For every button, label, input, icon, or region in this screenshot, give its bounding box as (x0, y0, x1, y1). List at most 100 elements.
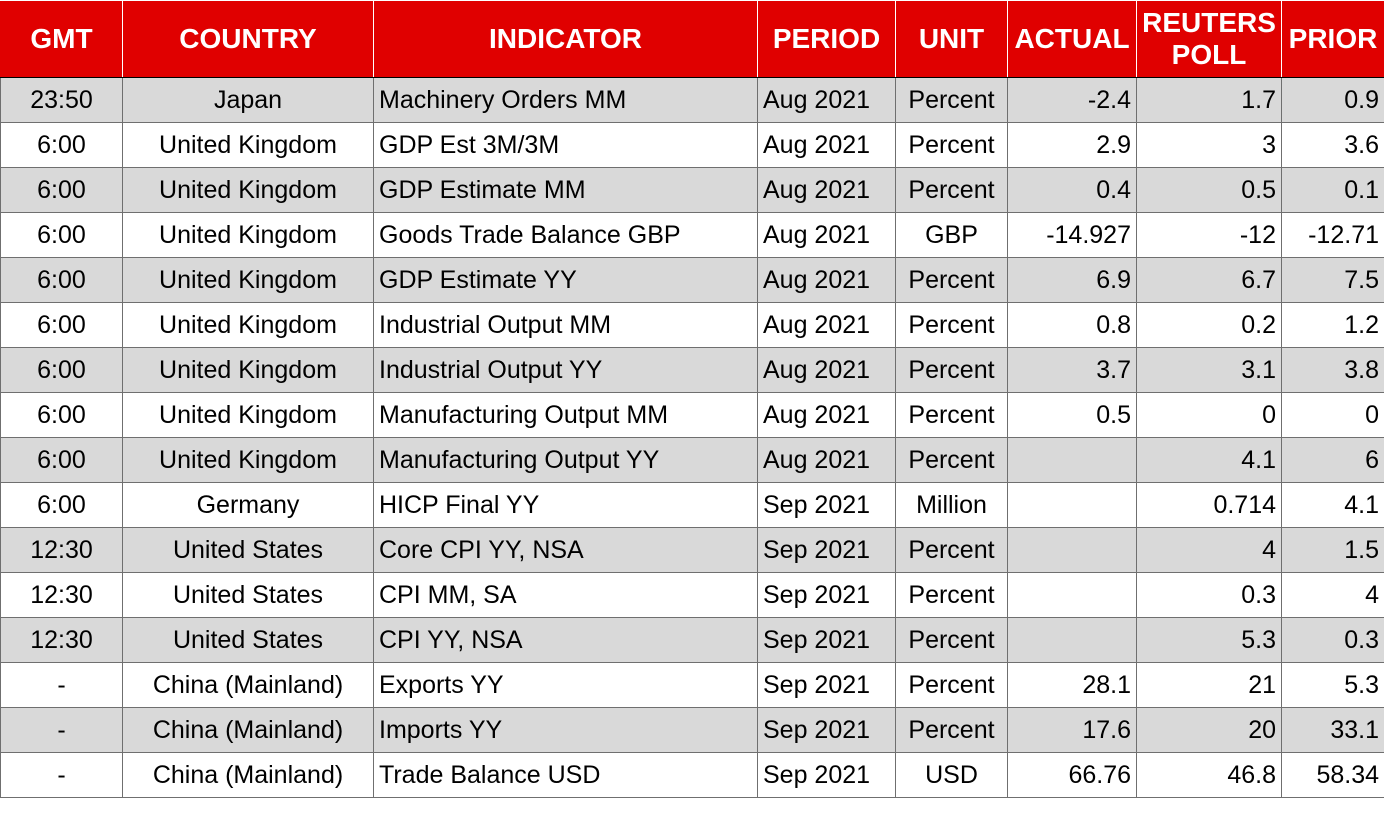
cell-actual: 6.9 (1007, 257, 1137, 303)
cell-indicator: Manufacturing Output YY (373, 437, 758, 483)
table-body: 23:50 Japan Machinery Orders MM Aug 2021… (0, 77, 1384, 798)
cell-actual: 0.5 (1007, 392, 1137, 438)
cell-unit: Percent (895, 392, 1008, 438)
table-row: 6:00 United Kingdom Goods Trade Balance … (0, 212, 1384, 258)
cell-actual: 0.8 (1007, 302, 1137, 348)
cell-prior: 0.9 (1281, 77, 1384, 123)
cell-gmt: 12:30 (0, 617, 123, 663)
table-row: 23:50 Japan Machinery Orders MM Aug 2021… (0, 77, 1384, 123)
cell-unit: Million (895, 482, 1008, 528)
cell-indicator: GDP Est 3M/3M (373, 122, 758, 168)
cell-period: Aug 2021 (757, 347, 896, 393)
table-row: 6:00 United Kingdom GDP Estimate YY Aug … (0, 257, 1384, 303)
cell-prior: 0.1 (1281, 167, 1384, 213)
cell-gmt: 6:00 (0, 347, 123, 393)
cell-country: United Kingdom (122, 167, 374, 213)
header-reuters-line1: REUTERS (1142, 7, 1276, 38)
header-row: GMT COUNTRY INDICATOR PERIOD UNIT ACTUAL… (0, 0, 1384, 78)
cell-country: United Kingdom (122, 122, 374, 168)
cell-actual: -2.4 (1007, 77, 1137, 123)
cell-country: China (Mainland) (122, 707, 374, 753)
cell-country: United Kingdom (122, 257, 374, 303)
cell-period: Sep 2021 (757, 572, 896, 618)
cell-indicator: Machinery Orders MM (373, 77, 758, 123)
cell-reuters-poll: 0.714 (1136, 482, 1282, 528)
header-unit: UNIT (895, 0, 1008, 78)
cell-actual: 66.76 (1007, 752, 1137, 798)
cell-unit: Percent (895, 572, 1008, 618)
cell-unit: Percent (895, 302, 1008, 348)
header-reuters-line2: POLL (1171, 39, 1247, 70)
cell-country: China (Mainland) (122, 752, 374, 798)
cell-indicator: HICP Final YY (373, 482, 758, 528)
cell-gmt: 12:30 (0, 572, 123, 618)
table-row: 6:00 Germany HICP Final YY Sep 2021 Mill… (0, 482, 1384, 528)
cell-reuters-poll: 3 (1136, 122, 1282, 168)
cell-unit: Percent (895, 77, 1008, 123)
cell-indicator: Manufacturing Output MM (373, 392, 758, 438)
cell-prior: 4.1 (1281, 482, 1384, 528)
cell-country: Germany (122, 482, 374, 528)
cell-gmt: 6:00 (0, 122, 123, 168)
cell-indicator: Trade Balance USD (373, 752, 758, 798)
cell-indicator: Exports YY (373, 662, 758, 708)
cell-prior: 5.3 (1281, 662, 1384, 708)
cell-prior: 33.1 (1281, 707, 1384, 753)
cell-indicator: Core CPI YY, NSA (373, 527, 758, 573)
cell-unit: Percent (895, 617, 1008, 663)
cell-gmt: 6:00 (0, 167, 123, 213)
cell-period: Aug 2021 (757, 257, 896, 303)
table-row: 6:00 United Kingdom Manufacturing Output… (0, 392, 1384, 438)
cell-country: United Kingdom (122, 347, 374, 393)
cell-gmt: - (0, 752, 123, 798)
cell-unit: USD (895, 752, 1008, 798)
cell-country: United Kingdom (122, 212, 374, 258)
cell-prior: 0.3 (1281, 617, 1384, 663)
cell-prior: 3.6 (1281, 122, 1384, 168)
cell-actual (1007, 617, 1137, 663)
cell-unit: Percent (895, 122, 1008, 168)
cell-prior: 6 (1281, 437, 1384, 483)
cell-prior: -12.71 (1281, 212, 1384, 258)
cell-period: Sep 2021 (757, 662, 896, 708)
table-row: 6:00 United Kingdom GDP Estimate MM Aug … (0, 167, 1384, 213)
cell-indicator: Industrial Output MM (373, 302, 758, 348)
cell-prior: 3.8 (1281, 347, 1384, 393)
cell-period: Aug 2021 (757, 437, 896, 483)
cell-country: United States (122, 572, 374, 618)
cell-reuters-poll: 1.7 (1136, 77, 1282, 123)
table-row: 6:00 United Kingdom GDP Est 3M/3M Aug 20… (0, 122, 1384, 168)
cell-country: United Kingdom (122, 392, 374, 438)
cell-prior: 0 (1281, 392, 1384, 438)
table-row: - China (Mainland) Exports YY Sep 2021 P… (0, 662, 1384, 708)
cell-prior: 7.5 (1281, 257, 1384, 303)
cell-reuters-poll: 0.3 (1136, 572, 1282, 618)
cell-actual (1007, 527, 1137, 573)
cell-prior: 1.2 (1281, 302, 1384, 348)
cell-unit: Percent (895, 437, 1008, 483)
cell-reuters-poll: 0.2 (1136, 302, 1282, 348)
table-row: 6:00 United Kingdom Manufacturing Output… (0, 437, 1384, 483)
cell-indicator: Goods Trade Balance GBP (373, 212, 758, 258)
cell-prior: 4 (1281, 572, 1384, 618)
cell-period: Aug 2021 (757, 167, 896, 213)
cell-reuters-poll: 46.8 (1136, 752, 1282, 798)
cell-country: United Kingdom (122, 437, 374, 483)
cell-indicator: GDP Estimate MM (373, 167, 758, 213)
cell-indicator: Imports YY (373, 707, 758, 753)
cell-prior: 1.5 (1281, 527, 1384, 573)
cell-country: China (Mainland) (122, 662, 374, 708)
table-row: - China (Mainland) Imports YY Sep 2021 P… (0, 707, 1384, 753)
cell-country: United States (122, 617, 374, 663)
header-period: PERIOD (757, 0, 896, 78)
cell-period: Sep 2021 (757, 527, 896, 573)
table-row: 6:00 United Kingdom Industrial Output YY… (0, 347, 1384, 393)
cell-country: United States (122, 527, 374, 573)
cell-actual (1007, 572, 1137, 618)
cell-period: Sep 2021 (757, 482, 896, 528)
header-prior: PRIOR (1281, 0, 1384, 78)
cell-gmt: 12:30 (0, 527, 123, 573)
cell-reuters-poll: -12 (1136, 212, 1282, 258)
cell-period: Sep 2021 (757, 617, 896, 663)
